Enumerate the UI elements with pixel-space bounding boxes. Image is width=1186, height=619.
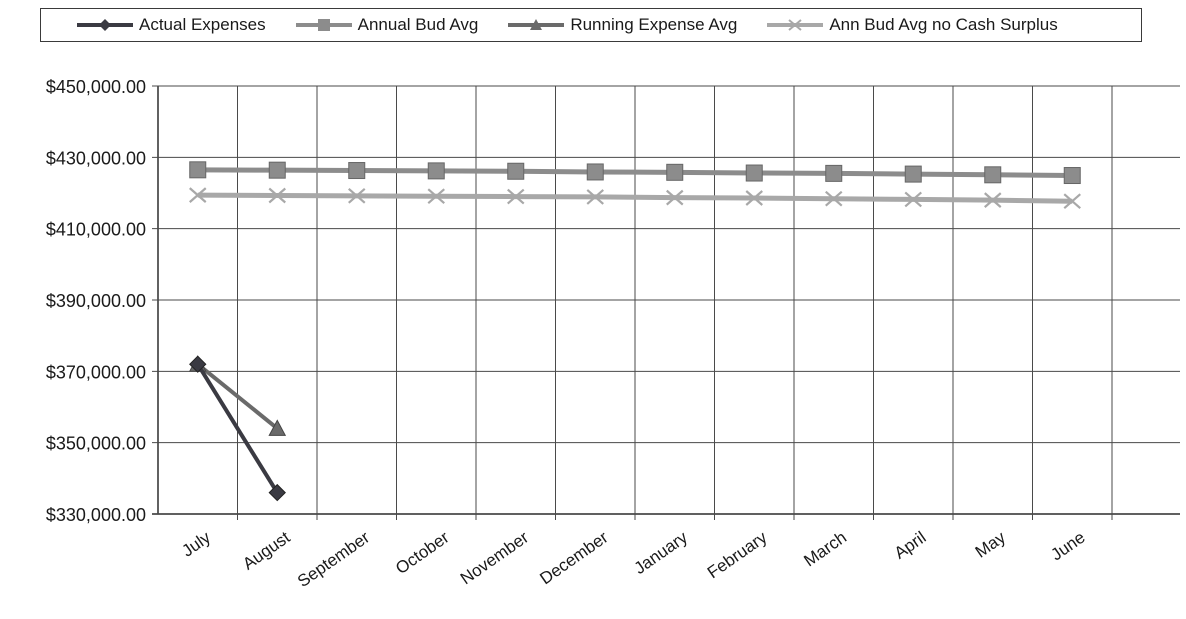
- x-tick-label: October: [392, 528, 453, 578]
- data-point-annual-bud-avg: [666, 163, 684, 181]
- x-tick-label: September: [294, 528, 373, 591]
- x-tick-label: August: [239, 528, 293, 574]
- data-point-ann-bud-avg-no-cash-surplus: [984, 192, 1002, 208]
- data-point-annual-bud-avg: [348, 162, 366, 180]
- y-tick-label: $330,000.00: [46, 505, 146, 525]
- data-point-annual-bud-avg: [1063, 167, 1081, 185]
- legend-swatch-ann-bud-avg-no-cash-surplus: [767, 19, 824, 31]
- data-point-annual-bud-avg: [507, 162, 525, 180]
- x-tick-label: December: [536, 528, 611, 589]
- y-tick-label: $430,000.00: [46, 148, 146, 168]
- legend-label: Actual Expenses: [139, 15, 266, 34]
- data-point-ann-bud-avg-no-cash-surplus: [1063, 193, 1081, 210]
- data-point-ann-bud-avg-no-cash-surplus: [189, 187, 207, 203]
- legend-swatch-running-expense-avg: [508, 19, 565, 30]
- series-line-actual-expenses: [196, 363, 279, 494]
- data-point-annual-bud-avg: [984, 166, 1002, 184]
- legend-label: Annual Bud Avg: [357, 15, 479, 34]
- series-line-annual-bud-avg: [197, 167, 1073, 179]
- data-point-ann-bud-avg-no-cash-surplus: [586, 189, 604, 205]
- data-point-annual-bud-avg: [825, 164, 843, 182]
- x-tick-label: March: [800, 528, 850, 571]
- x-tick-label: May: [972, 527, 1010, 561]
- data-point-annual-bud-avg: [745, 164, 763, 182]
- legend-item-ann-bud-avg-no-cash-surplus: Ann Bud Avg no Cash Surplus: [765, 15, 1058, 35]
- data-point-ann-bud-avg-no-cash-surplus: [745, 190, 763, 206]
- chart-legend: Actual Expenses Annual Bud Avg Running Exp…: [40, 8, 1142, 42]
- data-point-ann-bud-avg-no-cash-surplus: [825, 190, 843, 207]
- data-point-running-expense-avg: [268, 419, 287, 436]
- series-line-ann-bud-avg-no-cash-surplus: [197, 192, 1073, 204]
- x-tick-label: June: [1047, 528, 1088, 565]
- y-tick-label: $390,000.00: [46, 291, 146, 311]
- y-tick-label: $370,000.00: [46, 362, 146, 382]
- x-tick-label: January: [631, 527, 692, 578]
- legend-swatch-annual-bud-avg: [295, 19, 352, 31]
- data-point-ann-bud-avg-no-cash-surplus: [507, 188, 525, 205]
- data-point-annual-bud-avg: [904, 165, 922, 183]
- legend-item-running-expense-avg: Running Expense Avg: [506, 15, 737, 35]
- x-tick-label: February: [704, 527, 771, 582]
- legend-label: Running Expense Avg: [570, 15, 738, 34]
- x-tick-label: April: [891, 528, 930, 563]
- x-tick-label: July: [178, 527, 214, 560]
- legend-item-actual-expenses: Actual Expenses: [75, 15, 266, 35]
- data-point-ann-bud-avg-no-cash-surplus: [268, 187, 286, 204]
- data-point-actual-expenses: [189, 355, 207, 373]
- data-point-ann-bud-avg-no-cash-surplus: [348, 188, 366, 204]
- y-tick-label: $450,000.00: [46, 77, 146, 97]
- legend-swatch-actual-expenses: [77, 19, 133, 31]
- data-point-annual-bud-avg: [586, 163, 604, 181]
- legend-label: Ann Bud Avg no Cash Surplus: [829, 15, 1058, 34]
- x-tick-label: November: [457, 528, 532, 589]
- data-point-ann-bud-avg-no-cash-surplus: [666, 189, 684, 206]
- data-point-ann-bud-avg-no-cash-surplus: [427, 188, 445, 205]
- data-point-annual-bud-avg: [427, 162, 445, 180]
- y-tick-label: $350,000.00: [46, 434, 146, 454]
- data-point-annual-bud-avg: [189, 161, 207, 179]
- legend-item-annual-bud-avg: Annual Bud Avg: [294, 15, 479, 35]
- data-point-actual-expenses: [268, 483, 286, 502]
- data-point-ann-bud-avg-no-cash-surplus: [904, 191, 922, 208]
- y-tick-label: $410,000.00: [46, 220, 146, 240]
- data-point-annual-bud-avg: [268, 161, 286, 179]
- series-line-running-expense-avg: [196, 362, 279, 430]
